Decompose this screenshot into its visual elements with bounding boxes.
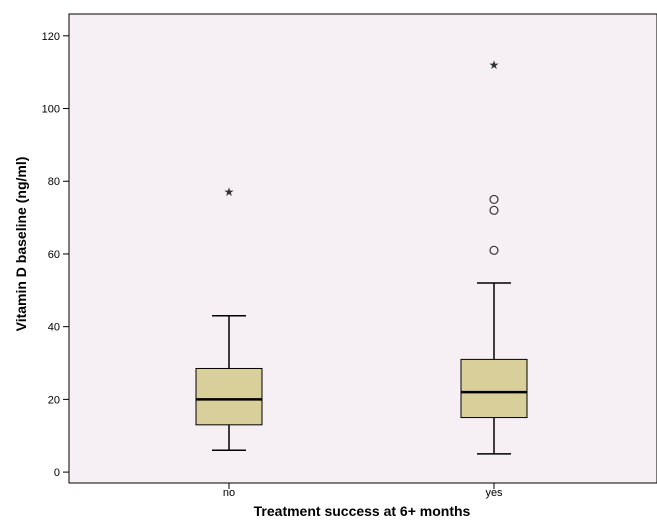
x-tick-label: no [223,487,235,499]
extreme-point: ★ [224,185,235,199]
boxes: ★★ [195,58,528,455]
y-tick-label: 0 [54,467,60,479]
plot-area [68,13,657,484]
outlier-point [489,194,499,205]
box-group-no: ★ [195,185,263,452]
y-tick-label: 40 [48,322,60,334]
y-tick-label: 120 [42,31,60,43]
x-axis: no yes [223,483,503,499]
outlier-point [489,245,499,255]
x-axis-title: Treatment success at 6+ months [254,503,471,519]
x-tick-label: yes [485,487,503,499]
y-axis: 0 20 40 60 80 100 120 [42,31,69,479]
y-tick-label: 100 [42,104,60,116]
y-axis-title: Vitamin D baseline (ng/ml) [13,157,29,332]
box [460,358,528,419]
extreme-point: ★ [489,58,500,72]
box-group-yes: ★ [460,58,528,455]
outlier-point [489,205,499,215]
box [195,367,263,426]
y-tick-label: 80 [48,176,60,188]
y-tick-label: 60 [48,249,60,261]
y-tick-label: 20 [48,394,60,406]
